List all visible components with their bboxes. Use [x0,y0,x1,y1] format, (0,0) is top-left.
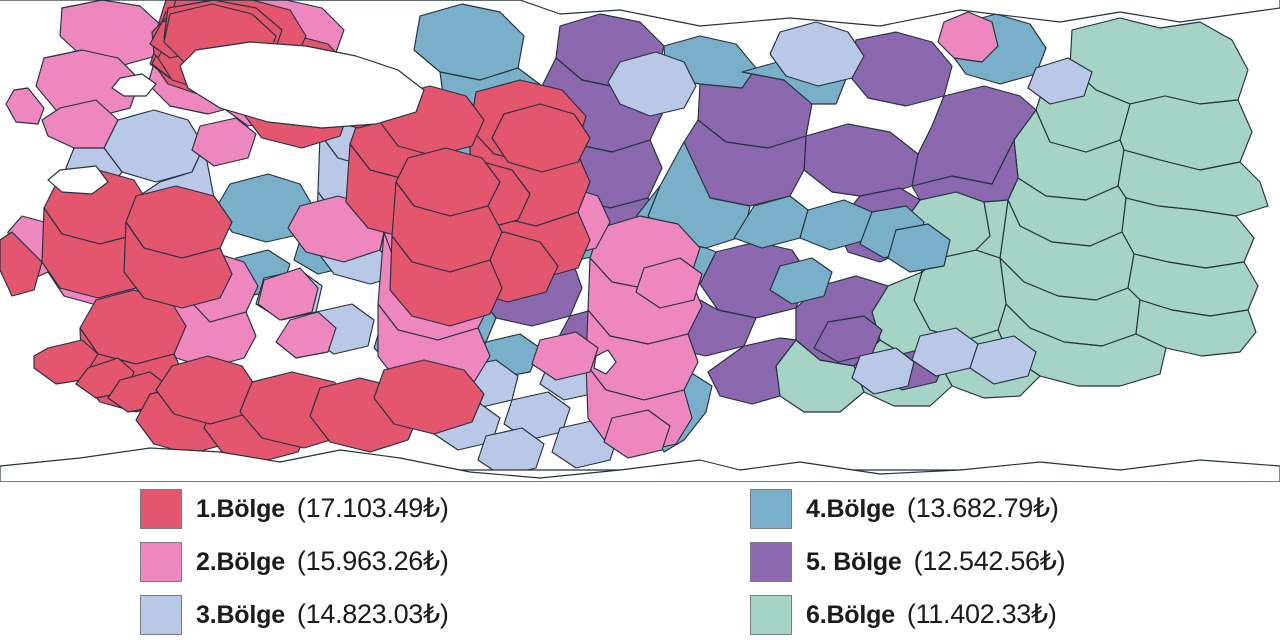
legend-text-bolge5: 5. Bölge (12.542.56₺) [806,546,1066,577]
province-bolge2 [276,312,336,358]
legend-swatch-bolge2 [140,541,182,582]
legend-label-bolge6: 6.Bölge [806,601,895,629]
province-bolge3 [770,22,864,86]
legend-swatch-bolge3 [140,594,182,635]
sea-island-small [112,74,156,96]
legend-value-bolge5: (12.542.56₺) [913,546,1066,576]
province-bolge3 [852,348,914,394]
province-bolge4 [414,4,524,80]
legend-value-bolge3: (14.823.03₺) [296,599,449,629]
province-bolge5 [912,86,1036,186]
legend-label-bolge4: 4.Bölge [806,495,895,523]
province-bolge2 [532,332,598,380]
legend-value-bolge2: (15.963.26₺) [296,546,449,576]
province-bolge2 [604,410,670,458]
province-bolge3 [478,428,544,476]
province-bolge5 [708,338,796,404]
lake-tuz [594,350,616,374]
province-bolge2 [192,118,256,166]
legend-value-bolge4: (13.682.79₺) [906,493,1059,523]
legend-text-bolge1: 1.Bölge (17.103.49₺) [196,493,449,524]
legend-value-bolge1: (17.103.49₺) [296,493,449,523]
legend-row-bolge5[interactable]: 5. Bölge (12.542.56₺) [750,535,1280,588]
legend-label-bolge1: 1.Bölge [196,495,285,523]
legend-text-bolge6: 6.Bölge (11.402.33₺) [806,599,1057,630]
legend-swatch-bolge4 [750,488,792,529]
province-bolge2 [258,268,318,320]
legend-value-bolge6: (11.402.33₺) [906,599,1057,629]
province-bolge5 [804,124,918,198]
province-bolge4 [888,224,950,272]
legend-row-bolge1[interactable]: 1.Bölge (17.103.49₺) [140,482,740,535]
province-bolge1 [390,236,502,326]
mask-marmara-white [180,42,424,128]
legend-row-bolge6[interactable]: 6.Bölge (11.402.33₺) [750,588,1280,640]
province-bolge3 [1028,58,1092,104]
legend-label-bolge2: 2.Bölge [196,548,285,576]
province-bolge1 [0,232,42,296]
map-legend: 1.Bölge (17.103.49₺) 2.Bölge (15.963.26₺… [0,482,1280,640]
legend-row-bolge4[interactable]: 4.Bölge (13.682.79₺) [750,482,1280,535]
province-bolge3 [608,52,696,116]
legend-label-bolge3: 3.Bölge [196,601,285,629]
mask-black-sea [300,0,1280,26]
province-bolge2 [938,12,998,62]
legend-row-bolge3[interactable]: 3.Bölge (14.823.03₺) [140,588,740,640]
legend-column-left: 1.Bölge (17.103.49₺) 2.Bölge (15.963.26₺… [140,482,740,640]
province-bolge2 [636,258,702,308]
legend-swatch-bolge1 [140,488,182,529]
province-bolge4 [770,258,832,304]
province-bolge1 [492,104,590,172]
province-bolge2 [42,100,118,148]
legend-row-bolge2[interactable]: 2.Bölge (15.963.26₺) [140,535,740,588]
legend-column-right: 4.Bölge (13.682.79₺) 5. Bölge (12.542.56… [750,482,1280,640]
province-bolge5 [848,32,952,106]
map-canvas [0,0,1280,482]
legend-label-bolge5: 5. Bölge [806,548,902,576]
province-bolge2 [36,50,140,118]
turkey-province-map [0,0,1280,482]
legend-swatch-bolge6 [750,594,792,635]
province-bolge2 [6,88,44,124]
province-bolge1 [124,222,232,308]
mask-gulf-izmir [48,166,108,194]
legend-text-bolge2: 2.Bölge (15.963.26₺) [196,546,449,577]
map-group-mask [0,0,1280,482]
legend-text-bolge4: 4.Bölge (13.682.79₺) [806,493,1059,524]
province-bolge1 [374,360,484,434]
mask-med-coast [0,448,1280,482]
province-bolge3 [970,336,1036,384]
legend-swatch-bolge5 [750,541,792,582]
province-bolge1 [34,340,98,384]
legend-text-bolge3: 3.Bölge (14.823.03₺) [196,599,449,630]
